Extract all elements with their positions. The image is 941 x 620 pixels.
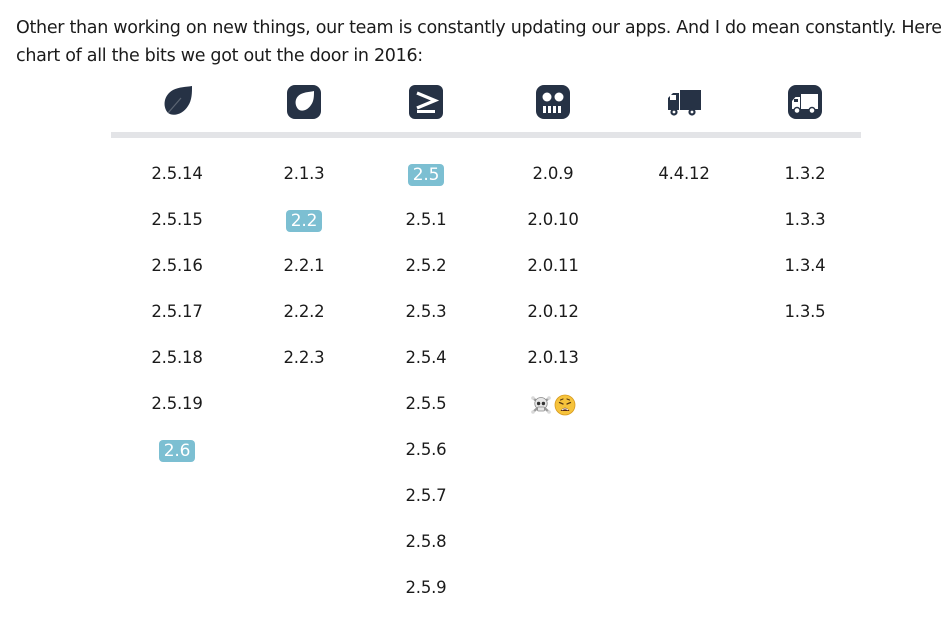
version-item: 2.5.14 — [117, 160, 237, 206]
version-item: 2.5.7 — [366, 482, 486, 528]
version-label: 2.5.15 — [151, 210, 203, 229]
app-column-6: 1.3.2 1.3.3 1.3.4 1.3.5 — [745, 84, 865, 321]
app-column-1: 2.5.14 2.5.15 2.5.16 2.5.17 2.5.18 2.5.19 2.6 — [117, 84, 237, 462]
version-label: 2.5.8 — [405, 532, 447, 551]
version-item: 2.5.19 — [117, 390, 237, 436]
version-label: 2.0.12 — [527, 302, 579, 321]
version-label: 1.3.4 — [784, 256, 826, 275]
version-item: 1.3.5 — [745, 298, 865, 344]
version-item: 2.2.2 — [244, 298, 364, 344]
version-item: 1.3.3 — [745, 206, 865, 252]
version-item: 2.0.12 — [493, 298, 613, 344]
intro-line-2: chart of all the bits we got out the doo… — [16, 46, 423, 66]
version-label: 2.5.4 — [405, 348, 447, 367]
version-item: 2.5.6 — [366, 436, 486, 482]
delivery-truck-icon — [666, 84, 702, 120]
intro-line-1: Other than working on new things, our te… — [16, 18, 941, 38]
version-label: 2.5.16 — [151, 256, 203, 275]
version-item: 2.5.16 — [117, 252, 237, 298]
app-column-3: 2.5 2.5.1 2.5.2 2.5.3 2.5.4 2.5.5 2.5.6 2.5.7 2.… — [366, 84, 486, 597]
version-item: 4.4.12 — [624, 160, 744, 206]
version-label: 2.5.7 — [405, 486, 447, 505]
robot-face-icon — [535, 84, 571, 120]
version-item: 2.5.17 — [117, 298, 237, 344]
intro-paragraph: Other than working on new things, our te… — [16, 14, 941, 70]
version-item: 2.6 — [117, 436, 237, 482]
version-label: 2.5.18 — [151, 348, 203, 367]
version-label: 2.5.19 — [151, 394, 203, 413]
version-label: 2.2.2 — [283, 302, 325, 321]
version-label: 2.5.9 — [405, 578, 447, 597]
version-label: 2.5.6 — [405, 440, 447, 459]
version-label: 1.3.3 — [784, 210, 826, 229]
version-label: 4.4.12 — [658, 164, 710, 183]
version-item: 2.5.1 — [366, 206, 486, 252]
version-item: 2.5.4 — [366, 344, 486, 390]
version-label: 2.5.5 — [405, 394, 447, 413]
version-item: 2.2 — [244, 206, 364, 252]
version-list: 2.1.3 2.2 2.2.1 2.2.2 2.2.3 — [244, 160, 364, 390]
version-label: 2.0.10 — [527, 210, 579, 229]
version-item: 2.5.9 — [366, 574, 486, 620]
version-item: 2.5.3 — [366, 298, 486, 344]
version-item: 2.1.3 — [244, 160, 364, 206]
version-item: 1.3.2 — [745, 160, 865, 206]
app-column-2: 2.1.3 2.2 2.2.1 2.2.2 2.2.3 — [244, 84, 364, 367]
major-version-badge: 2.6 — [158, 439, 196, 462]
delivery-truck-square-icon — [787, 84, 823, 120]
version-list: 2.5.14 2.5.15 2.5.16 2.5.17 2.5.18 2.5.19 2.6 — [117, 160, 237, 482]
version-label: 1.3.5 — [784, 302, 826, 321]
version-label: 2.5.17 — [151, 302, 203, 321]
leaf-icon — [159, 84, 195, 120]
version-item: 2.0.11 — [493, 252, 613, 298]
leaf-square-icon — [286, 84, 322, 120]
header-divider — [111, 132, 861, 138]
version-list: 4.4.12 — [624, 160, 744, 206]
version-label: 2.5.2 — [405, 256, 447, 275]
version-list: 2.5 2.5.1 2.5.2 2.5.3 2.5.4 2.5.5 2.5.6 2.5.7 2.… — [366, 160, 486, 620]
app-column-5: 4.4.12 — [624, 84, 744, 183]
version-item: 2.0.9 — [493, 160, 613, 206]
version-item: 2.0.13 — [493, 344, 613, 390]
version-item: 2.5.15 — [117, 206, 237, 252]
version-label: 2.5.1 — [405, 210, 447, 229]
version-label: 2.0.13 — [527, 348, 579, 367]
version-label: 2.5.3 — [405, 302, 447, 321]
major-version-badge: 2.2 — [285, 209, 323, 232]
version-item: 1.3.4 — [745, 252, 865, 298]
app-column-4: 2.0.9 2.0.10 2.0.11 2.0.12 2.0.13 — [493, 84, 613, 415]
version-label: 2.1.3 — [283, 164, 325, 183]
version-label: 2.5.14 — [151, 164, 203, 183]
version-label: 2.0.11 — [527, 256, 579, 275]
version-list: 1.3.2 1.3.3 1.3.4 1.3.5 — [745, 160, 865, 344]
version-label: 2.0.9 — [532, 164, 574, 183]
version-list: 2.0.9 2.0.10 2.0.11 2.0.12 2.0.13 — [493, 160, 613, 436]
major-version-badge: 2.5 — [407, 163, 445, 186]
version-item: 2.2.1 — [244, 252, 364, 298]
version-item: 2.5.18 — [117, 344, 237, 390]
version-item: 2.5.8 — [366, 528, 486, 574]
terminal-prompt-icon — [408, 84, 444, 120]
version-item — [493, 390, 613, 436]
weary-face-icon — [554, 394, 576, 416]
version-label: 2.2.1 — [283, 256, 325, 275]
version-item: 2.5.2 — [366, 252, 486, 298]
skull-crossbones-icon — [530, 394, 552, 416]
version-item: 2.5 — [366, 160, 486, 206]
version-item: 2.5.5 — [366, 390, 486, 436]
version-item: 2.0.10 — [493, 206, 613, 252]
emoji-reaction — [530, 394, 576, 416]
version-label: 2.2.3 — [283, 348, 325, 367]
version-item: 2.2.3 — [244, 344, 364, 390]
version-label: 1.3.2 — [784, 164, 826, 183]
